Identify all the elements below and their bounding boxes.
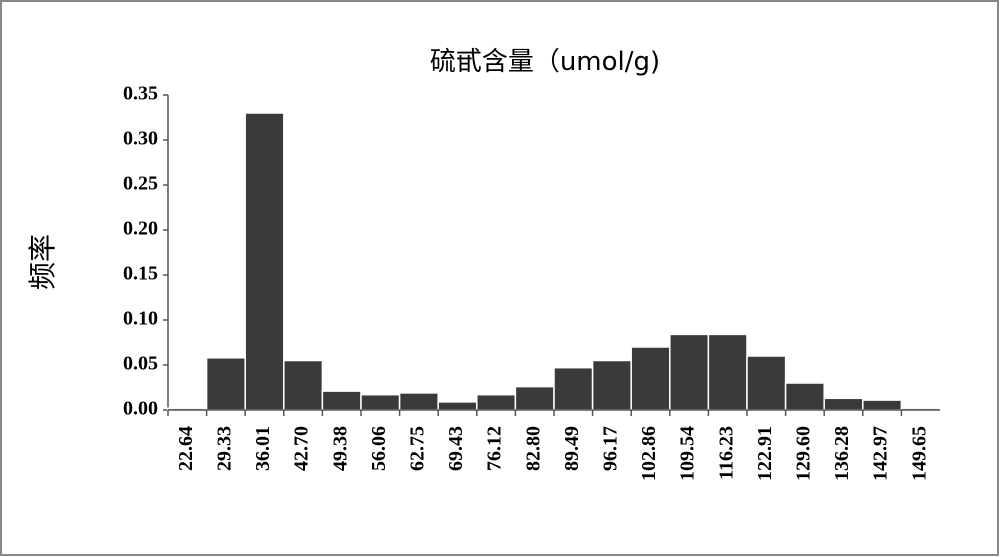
x-tick-label: 49.38 xyxy=(329,426,351,471)
bar xyxy=(707,333,748,411)
x-tick-label: 136.28 xyxy=(831,426,853,481)
bar xyxy=(862,399,903,411)
bar xyxy=(437,401,478,411)
y-tick-label: 0.30 xyxy=(123,128,158,150)
bar xyxy=(398,392,439,411)
chart-title: 硫甙含量（umol/g) xyxy=(430,47,660,77)
bar xyxy=(591,359,632,411)
x-tick-label: 142.97 xyxy=(870,426,892,481)
y-tick-label: 0.00 xyxy=(123,398,158,420)
y-tick-label: 0.05 xyxy=(123,353,158,375)
bar xyxy=(630,346,671,411)
x-tick-label: 116.23 xyxy=(715,426,737,480)
y-tick-label: 0.20 xyxy=(123,218,158,240)
bar xyxy=(476,393,517,411)
x-tick-label: 69.43 xyxy=(445,426,467,471)
y-axis-label: 频率 xyxy=(26,234,59,290)
x-tick-label: 82.80 xyxy=(522,426,544,471)
x-tick-label: 122.91 xyxy=(754,426,776,481)
bar xyxy=(669,333,710,411)
x-tick-label: 22.64 xyxy=(175,426,197,471)
bar xyxy=(514,385,555,411)
bar xyxy=(321,390,362,411)
bar xyxy=(283,359,324,411)
bar xyxy=(746,355,787,411)
bar xyxy=(244,112,285,411)
x-tick-label: 36.01 xyxy=(252,426,274,471)
bar xyxy=(784,382,825,411)
bar xyxy=(205,357,246,411)
x-tick-label: 76.12 xyxy=(484,426,506,471)
x-tick-label: 102.86 xyxy=(638,426,660,481)
y-tick-label: 0.25 xyxy=(123,173,158,195)
x-tick-label: 62.75 xyxy=(406,426,428,471)
bar xyxy=(553,366,594,411)
x-tick-label: 42.70 xyxy=(291,426,313,471)
y-tick-label: 0.10 xyxy=(123,308,158,330)
y-tick-label: 0.15 xyxy=(123,263,158,285)
x-tick-label: 129.60 xyxy=(792,426,814,481)
x-tick-label: 29.33 xyxy=(213,426,235,471)
x-tick-label: 56.06 xyxy=(368,426,390,471)
x-tick-label: 109.54 xyxy=(677,426,699,481)
bar xyxy=(823,397,864,411)
y-tick-label: 0.35 xyxy=(123,83,158,105)
x-tick-label: 96.17 xyxy=(599,426,621,471)
bar xyxy=(360,393,401,411)
x-tick-label: 89.49 xyxy=(561,426,583,471)
x-tick-label: 149.65 xyxy=(908,426,930,481)
